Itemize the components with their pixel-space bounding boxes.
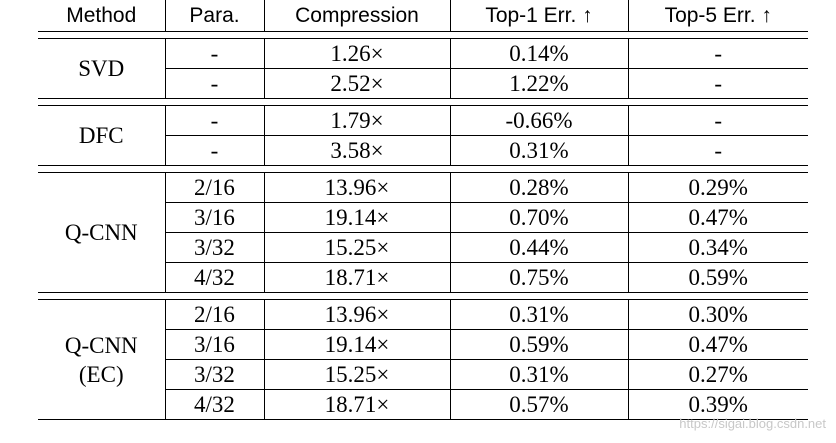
cell-compression: 19.14× xyxy=(263,202,450,233)
cell-top5: 0.47% xyxy=(627,202,808,233)
method-name: Q-CNN xyxy=(64,332,138,358)
cell-para: 4/32 xyxy=(165,389,264,420)
table-header: Method Para. Compression Top-1 Err. ↑ To… xyxy=(38,0,808,32)
cell-top1: 1.22% xyxy=(449,68,628,99)
cell-top5: 0.59% xyxy=(627,262,808,293)
cell-top5: 0.30% xyxy=(627,299,808,330)
method-group: Q-CNN 2/16 13.96× 0.28% 0.29% 3/16 19.14× 0.70%… xyxy=(38,172,808,293)
cell-compression: 3.58× xyxy=(263,135,450,166)
cell-compression: 18.71× xyxy=(263,262,450,293)
watermark: https://sigai.blog.csdn.net xyxy=(679,416,826,431)
cell-top5: 0.47% xyxy=(627,329,808,360)
header-top5-error: Top-5 Err. ↑ xyxy=(627,0,808,32)
method-cell: Q-CNN xyxy=(38,172,166,293)
cell-para: 4/32 xyxy=(165,262,264,293)
cell-para: 2/16 xyxy=(164,299,264,330)
cell-top5: 0.27% xyxy=(627,359,808,390)
table-row: Q-CNN (EC) 2/16 13.96× 0.31% 0.30% xyxy=(38,299,808,420)
table-row: DFC -1.79× -0.66% - xyxy=(38,105,808,166)
table-row: -2.52× 1.22% - xyxy=(38,68,808,99)
cell-compression: 18.71× xyxy=(263,389,450,420)
header-compression: Compression xyxy=(263,0,450,32)
cell-top5: - xyxy=(627,38,808,69)
cell-para: - xyxy=(164,38,264,69)
cell-top1: 0.59% xyxy=(449,329,628,360)
table-row: -3.58× 0.31% - xyxy=(38,135,808,166)
cell-para: 2/16 xyxy=(164,172,264,203)
method-name-line2: (EC) xyxy=(78,361,124,387)
cell-compression: 13.96× xyxy=(263,172,450,203)
cell-top5: 0.29% xyxy=(627,172,808,203)
table-row: 3/32 15.25× 0.44% 0.34% xyxy=(38,232,808,263)
cell-top5: - xyxy=(627,105,808,136)
header-method: Method xyxy=(66,4,137,27)
header-para: Para. xyxy=(164,0,264,32)
cell-top1: 0.14% xyxy=(449,38,628,69)
table-row: 3/32 15.25× 0.31% 0.27% xyxy=(38,359,808,390)
cell-para: 3/16 xyxy=(165,202,264,233)
cell-compression: 15.25× xyxy=(263,232,450,263)
cell-top1: 0.31% xyxy=(449,359,628,390)
method-cell: DFC xyxy=(38,105,166,166)
table-row: 4/32 18.71× 0.75% 0.59% xyxy=(38,262,808,293)
table-row: SVD -1.26× 0.14% - xyxy=(38,38,808,99)
cell-top5: 0.39% xyxy=(627,389,808,420)
method-cell: SVD xyxy=(38,38,166,99)
cell-top1: 0.75% xyxy=(449,262,628,293)
cell-top1: -0.66% xyxy=(449,105,628,136)
method-name: SVD xyxy=(78,56,125,81)
cell-para: - xyxy=(165,68,264,99)
cell-top1: 0.28% xyxy=(449,172,628,203)
cell-top5: - xyxy=(627,135,808,166)
cell-compression: 2.52× xyxy=(263,68,450,99)
cell-para: - xyxy=(164,105,264,136)
cell-top1: 0.31% xyxy=(449,299,628,330)
cell-top1: 0.44% xyxy=(449,232,628,263)
cell-top5: - xyxy=(627,68,808,99)
method-name: DFC xyxy=(78,123,124,148)
cell-compression: 1.79× xyxy=(263,105,450,136)
cell-compression: 19.14× xyxy=(263,329,450,360)
table-row: 3/16 19.14× 0.59% 0.47% xyxy=(38,329,808,360)
cell-top1: 0.57% xyxy=(449,389,628,420)
table-row: 4/32 18.71× 0.57% 0.39% xyxy=(38,389,808,420)
cell-top5: 0.34% xyxy=(627,232,808,263)
cell-compression: 13.96× xyxy=(263,299,450,330)
cell-top1: 0.31% xyxy=(449,135,628,166)
cell-para: 3/32 xyxy=(165,232,264,263)
method-name: Q-CNN xyxy=(64,220,138,245)
cell-para: - xyxy=(165,135,264,166)
results-table: Method Para. Compression Top-1 Err. ↑ To… xyxy=(38,0,808,420)
cell-compression: 15.25× xyxy=(263,359,450,390)
header-top1-error: Top-1 Err. ↑ xyxy=(449,0,628,32)
method-group: DFC -1.79× -0.66% - -3.58× 0.31% - xyxy=(38,105,808,166)
cell-top1: 0.70% xyxy=(449,202,628,233)
method-group: Q-CNN (EC) 2/16 13.96× 0.31% 0.30% 3/16 19.14× 0… xyxy=(38,299,808,420)
method-group: SVD -1.26× 0.14% - -2.52× 1.22% - xyxy=(38,38,808,99)
cell-para: 3/32 xyxy=(165,359,264,390)
method-cell: Q-CNN (EC) xyxy=(38,299,166,420)
table-row: Q-CNN 2/16 13.96× 0.28% 0.29% xyxy=(38,172,808,293)
table-row: 3/16 19.14× 0.70% 0.47% xyxy=(38,202,808,233)
cell-para: 3/16 xyxy=(165,329,264,360)
header-row: Method Para. Compression Top-1 Err. ↑ To… xyxy=(38,0,808,32)
cell-compression: 1.26× xyxy=(263,38,450,69)
